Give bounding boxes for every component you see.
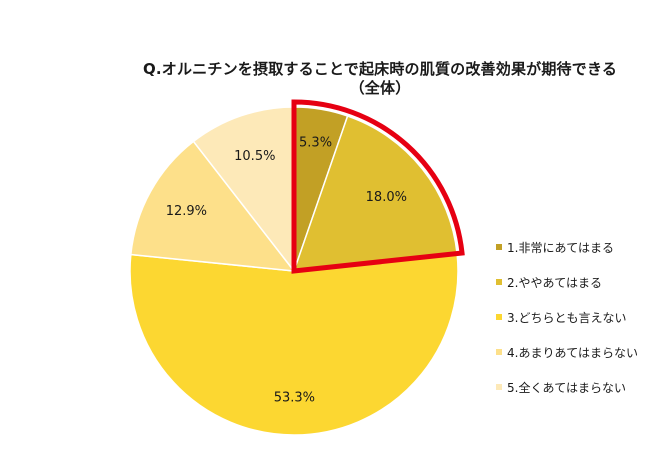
legend-swatch bbox=[496, 244, 502, 250]
legend-label: 3.どちらとも言えない bbox=[507, 310, 627, 325]
highlight-outline bbox=[291, 99, 465, 274]
pie-slice-5 bbox=[192, 106, 295, 274]
legend-item: 1.非常にあてはまる bbox=[496, 237, 638, 257]
legend-item: 4.あまりあてはまらない bbox=[496, 342, 638, 362]
legend: 1.非常にあてはまる 2.ややあてはまる 3.どちらとも言えない 4.あまりあて… bbox=[496, 237, 638, 412]
legend-item: 3.どちらとも言えない bbox=[496, 307, 638, 327]
chart-title: Q.オルニチンを摂取することで起床時の肌質の改善効果が期待できる bbox=[142, 60, 618, 78]
slice-label-1: 5.3% bbox=[299, 135, 332, 150]
slice-label-5: 10.5% bbox=[234, 149, 275, 164]
legend-item: 5.全くあてはまらない bbox=[496, 377, 638, 397]
legend-label: 4.あまりあてはまらない bbox=[507, 345, 638, 360]
legend-swatch bbox=[496, 314, 502, 320]
legend-label: 5.全くあてはまらない bbox=[507, 380, 626, 395]
pie-slice-4 bbox=[130, 140, 296, 272]
slice-label-4: 12.9% bbox=[166, 204, 207, 219]
slice-label-2: 18.0% bbox=[366, 190, 407, 205]
legend-swatch bbox=[496, 384, 502, 390]
legend-label: 2.ややあてはまる bbox=[507, 275, 602, 290]
chart-subtitle: （全体） bbox=[349, 79, 411, 97]
pie-slice-3 bbox=[129, 252, 459, 436]
legend-item: 2.ややあてはまる bbox=[496, 272, 638, 292]
legend-swatch bbox=[496, 279, 502, 285]
legend-label: 1.非常にあてはまる bbox=[507, 240, 614, 255]
slice-label-3: 53.3% bbox=[274, 390, 315, 405]
legend-swatch bbox=[496, 349, 502, 355]
pie-slice-2 bbox=[292, 115, 458, 272]
